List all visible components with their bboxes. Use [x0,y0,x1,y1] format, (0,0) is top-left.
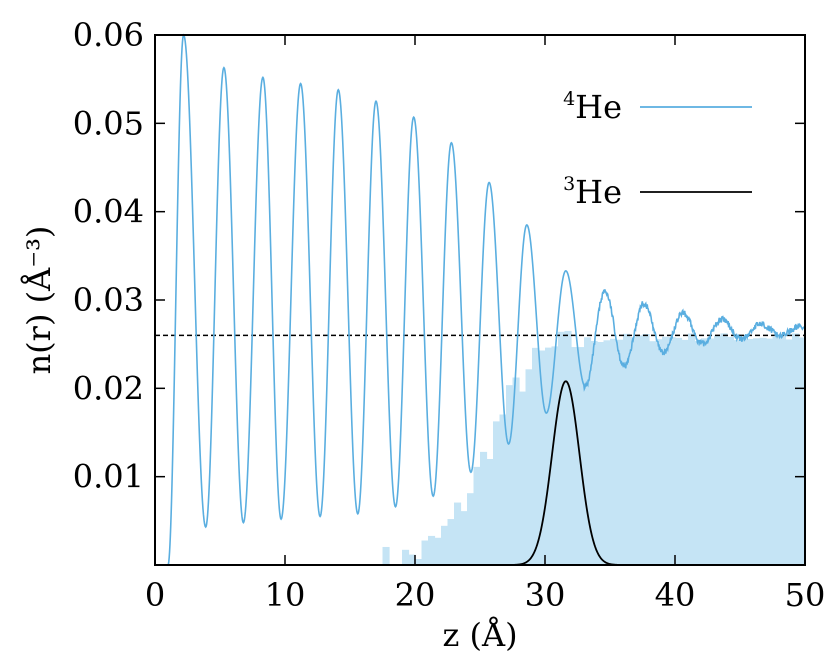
histogram-bar-37 [603,340,611,565]
series-curves [167,33,805,565]
histogram-bar-61 [759,337,767,565]
histogram-bar-13 [447,519,455,565]
histogram-bar-56 [727,336,735,565]
histogram-bar-8 [415,559,423,565]
histogram-bar-66 [792,333,800,565]
histogram-bar-21 [499,414,507,565]
x-tick-label-0: 0 [145,576,165,614]
histogram-bar-19 [486,458,494,565]
histogram-bar-38 [610,338,618,565]
histogram-bar-52 [701,338,709,565]
histogram-bar-9 [421,540,429,565]
histogram-bar-16 [467,493,475,565]
histogram-bar-63 [772,336,780,565]
histogram-bar-60 [753,338,761,565]
histogram-bar-35 [590,340,598,565]
histogram-bar-49 [681,339,689,565]
x-tick-labels: 0 10 20 30 40 50 [145,576,826,614]
legend-label-0: 4He [563,88,622,126]
histogram-bar-15 [460,511,468,565]
histogram-bar-26 [532,347,540,565]
histogram-bar-53 [707,338,715,565]
x-tick-label-3: 30 [525,576,566,614]
histogram-bar-41 [629,337,637,565]
histogram-bar-45 [655,339,663,565]
histogram-bar-51 [694,341,702,565]
y-tick-label-1: 0.02 [73,369,144,407]
histogram-bar-62 [766,338,774,565]
histogram-bar-12 [441,525,449,565]
histogram-bar-42 [636,335,644,565]
axis-ticks [154,34,806,565]
histogram-bar-23 [512,377,520,565]
histogram-bar-24 [519,391,527,565]
legend-label-1: 3He [563,173,622,211]
histogram-bar-30 [558,331,566,565]
x-tick-label-4: 40 [655,576,696,614]
histogram-bar-3 [382,546,390,565]
y-tick-label-2: 0.03 [73,281,144,319]
histogram-bar-17 [473,466,481,565]
histogram-bar-22 [506,385,514,565]
histogram-bar-6 [402,549,410,565]
y-tick-label-4: 0.05 [73,104,144,142]
series-3he-line [350,380,805,565]
histogram-bar-36 [597,342,605,565]
histogram-bar-34 [584,337,592,565]
histogram-bar-27 [538,350,546,565]
histogram-bar-67 [798,337,805,565]
histogram-bar-25 [525,369,533,565]
histogram-bar-44 [649,341,657,565]
histogram-bar-39 [616,339,624,565]
x-tick-label-1: 10 [265,576,306,614]
y-axis-label: n(r) (Å⁻³) [20,226,58,375]
series-4he-line [167,33,805,565]
histogram-bar-18 [480,451,488,565]
x-tick-label-5: 50 [785,576,826,614]
histogram-bar-65 [785,339,793,565]
histogram-bar-7 [408,554,416,565]
histogram-bar-48 [675,337,683,565]
histogram-bar-43 [642,334,650,565]
y-tick-label-3: 0.04 [73,193,144,231]
histogram-bar-33 [577,347,585,565]
histogram-bar-59 [746,339,754,565]
histogram-bar-46 [662,336,670,565]
histogram-bar-20 [493,421,501,565]
y-tick-label-5: 0.06 [73,16,144,54]
histogram-bar-50 [688,333,696,565]
histogram-fill [382,330,805,565]
histogram-bar-55 [720,333,728,565]
histogram-bar-11 [434,537,442,565]
histogram-bar-31 [564,330,572,565]
histogram-bar-64 [779,336,787,565]
x-axis-label: z (Å) [442,616,517,651]
histogram-bar-14 [454,502,462,565]
histogram-bar-29 [551,346,559,565]
histogram-bar-40 [623,333,631,565]
histogram-bar-54 [714,335,722,565]
histogram-bar-57 [733,340,741,565]
y-tick-label-0: 0.01 [73,458,144,496]
legend: 4He 3He [563,88,752,211]
histogram-bar-47 [668,337,676,565]
histogram-bar-10 [428,535,436,565]
x-tick-label-2: 20 [395,576,436,614]
histogram-bar-58 [740,337,748,565]
histogram-bar-28 [545,347,553,565]
histogram-bar-32 [571,347,579,565]
y-tick-labels: 0.01 0.02 0.03 0.04 0.05 0.06 [73,16,144,496]
